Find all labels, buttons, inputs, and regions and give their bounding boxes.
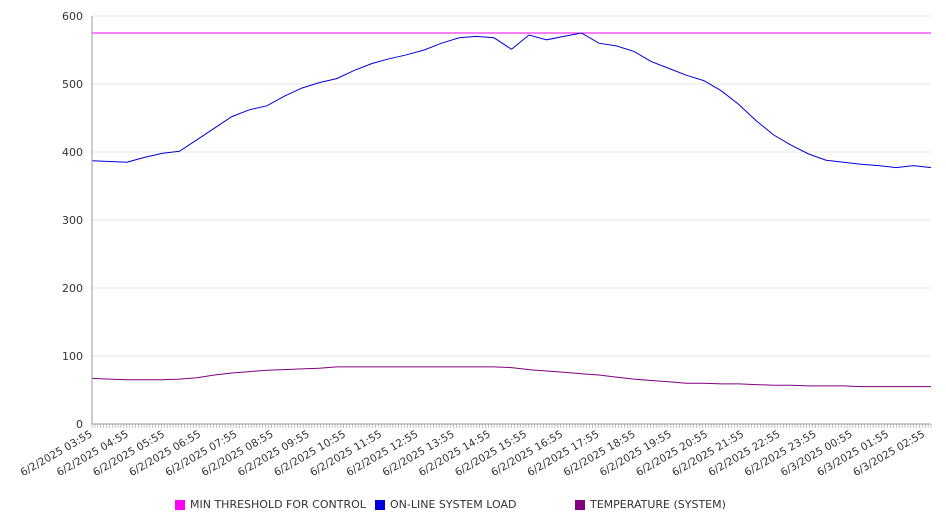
legend-label: MIN THRESHOLD FOR CONTROL	[190, 498, 366, 511]
y-tick-label: 500	[62, 78, 83, 91]
legend-swatch	[575, 499, 585, 510]
axes	[91, 16, 932, 428]
series-line-temperature-system	[91, 366, 931, 388]
legend-item-system-load: ON-LINE SYSTEM LOAD	[375, 498, 516, 511]
y-tick-label: 400	[62, 146, 83, 159]
legend-label: TEMPERATURE (SYSTEM)	[590, 498, 726, 511]
y-tick-label: 200	[62, 282, 83, 295]
series-line-on-line-system-load	[91, 32, 932, 169]
series-lines	[91, 32, 932, 388]
y-axis-ticks: 0 100 200 300 400 500 600	[62, 10, 83, 431]
legend-item-min-threshold: MIN THRESHOLD FOR CONTROL	[175, 498, 366, 511]
y-tick-label: 600	[62, 10, 83, 23]
x-axis-ticks: 6/2/2025 03:556/2/2025 04:556/2/2025 05:…	[19, 428, 928, 479]
legend-label: ON-LINE SYSTEM LOAD	[390, 498, 517, 511]
y-tick-label: 100	[62, 350, 83, 363]
y-tick-label: 300	[62, 214, 83, 227]
legend-item-temperature: TEMPERATURE (SYSTEM)	[575, 498, 726, 511]
grid-lines	[92, 15, 931, 357]
legend: MIN THRESHOLD FOR CONTROL ON-LINE SYSTEM…	[0, 498, 946, 514]
legend-swatch	[175, 499, 185, 510]
legend-swatch	[375, 499, 385, 510]
y-tick-label: 0	[76, 418, 83, 431]
